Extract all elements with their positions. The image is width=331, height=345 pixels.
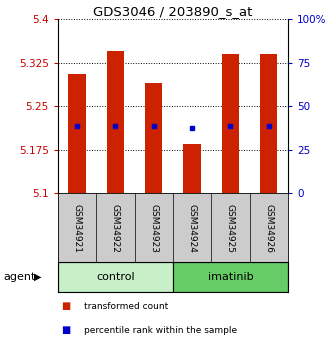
Bar	[173, 262, 288, 292]
Title: GDS3046 / 203890_s_at: GDS3046 / 203890_s_at	[93, 5, 253, 18]
Bar	[183, 144, 201, 193]
Text: ■: ■	[61, 302, 71, 312]
Text: imatinib: imatinib	[208, 272, 253, 282]
Bar	[145, 83, 163, 193]
Text: ▶: ▶	[34, 272, 42, 282]
Text: agent: agent	[3, 272, 36, 282]
Text: GSM34923: GSM34923	[149, 204, 158, 253]
Bar	[58, 262, 173, 292]
Text: ■: ■	[61, 325, 71, 335]
Bar	[222, 54, 239, 193]
Text: transformed count: transformed count	[84, 302, 169, 311]
Text: GSM34924: GSM34924	[188, 204, 197, 253]
Text: GSM34922: GSM34922	[111, 204, 120, 253]
Bar	[260, 54, 277, 193]
Bar	[107, 51, 124, 193]
Text: GSM34926: GSM34926	[264, 204, 273, 253]
Text: GSM34925: GSM34925	[226, 204, 235, 253]
Text: control: control	[96, 272, 135, 282]
Text: percentile rank within the sample: percentile rank within the sample	[84, 326, 238, 335]
Bar	[69, 74, 86, 193]
Text: GSM34921: GSM34921	[72, 204, 82, 253]
